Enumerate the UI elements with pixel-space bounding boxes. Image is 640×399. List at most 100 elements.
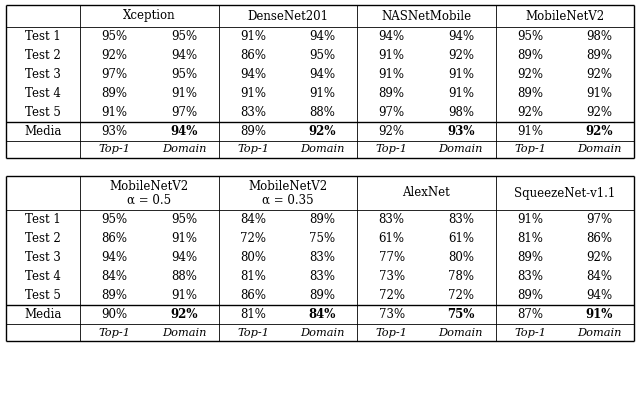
Text: 91%: 91% [517, 125, 543, 138]
Text: 83%: 83% [448, 213, 474, 226]
Text: 94%: 94% [586, 289, 612, 302]
Text: 83%: 83% [309, 270, 335, 283]
Text: 86%: 86% [240, 289, 266, 302]
Text: Domain: Domain [438, 328, 483, 338]
Text: 87%: 87% [517, 308, 543, 321]
Text: 83%: 83% [379, 213, 404, 226]
Text: Test 1: Test 1 [25, 30, 61, 43]
Text: 91%: 91% [171, 289, 197, 302]
Text: 97%: 97% [586, 213, 612, 226]
Text: 84%: 84% [240, 213, 266, 226]
Text: AlexNet: AlexNet [403, 186, 450, 200]
Text: 80%: 80% [448, 251, 474, 264]
Text: MobileNetV2: MobileNetV2 [110, 180, 189, 193]
Text: 95%: 95% [102, 30, 128, 43]
Text: 77%: 77% [379, 251, 404, 264]
Text: 92%: 92% [517, 106, 543, 119]
Text: 94%: 94% [379, 30, 404, 43]
Text: 75%: 75% [447, 308, 475, 321]
Text: 91%: 91% [240, 30, 266, 43]
Text: Top-1: Top-1 [99, 328, 131, 338]
Text: 84%: 84% [308, 308, 336, 321]
Text: 91%: 91% [171, 87, 197, 100]
Text: 92%: 92% [517, 68, 543, 81]
Text: 97%: 97% [102, 68, 128, 81]
Text: Domain: Domain [162, 144, 206, 154]
Text: 83%: 83% [517, 270, 543, 283]
Text: Test 4: Test 4 [25, 270, 61, 283]
Text: 91%: 91% [448, 87, 474, 100]
Text: 94%: 94% [240, 68, 266, 81]
Text: Domain: Domain [577, 144, 621, 154]
Text: 91%: 91% [448, 68, 474, 81]
Text: 78%: 78% [448, 270, 474, 283]
Text: Domain: Domain [300, 144, 345, 154]
Text: Top-1: Top-1 [237, 144, 269, 154]
Text: Test 2: Test 2 [25, 49, 61, 62]
Text: 92%: 92% [448, 49, 474, 62]
Text: 92%: 92% [379, 125, 404, 138]
Text: Test 5: Test 5 [25, 106, 61, 119]
Text: 92%: 92% [586, 68, 612, 81]
Text: 93%: 93% [447, 125, 475, 138]
Text: Domain: Domain [577, 328, 621, 338]
Text: 92%: 92% [102, 49, 128, 62]
Text: 98%: 98% [448, 106, 474, 119]
Text: Test 4: Test 4 [25, 87, 61, 100]
Text: 92%: 92% [586, 125, 613, 138]
Text: Top-1: Top-1 [514, 328, 546, 338]
Text: 61%: 61% [379, 232, 404, 245]
Text: 91%: 91% [517, 213, 543, 226]
Text: 80%: 80% [240, 251, 266, 264]
Text: MobileNetV2: MobileNetV2 [248, 180, 328, 193]
Text: 94%: 94% [309, 68, 335, 81]
Text: 95%: 95% [102, 213, 128, 226]
Text: 91%: 91% [379, 49, 404, 62]
Text: Test 3: Test 3 [25, 251, 61, 264]
Text: 97%: 97% [379, 106, 404, 119]
Text: 89%: 89% [309, 289, 335, 302]
Text: Top-1: Top-1 [99, 144, 131, 154]
Text: 86%: 86% [586, 232, 612, 245]
Text: 92%: 92% [586, 251, 612, 264]
Text: Media: Media [24, 125, 61, 138]
Text: 94%: 94% [102, 251, 128, 264]
Text: MobileNetV2: MobileNetV2 [525, 10, 604, 22]
Text: 89%: 89% [102, 87, 128, 100]
Text: Top-1: Top-1 [376, 144, 408, 154]
Text: Xception: Xception [123, 10, 175, 22]
Text: 90%: 90% [102, 308, 128, 321]
Text: α = 0.35: α = 0.35 [262, 194, 314, 207]
Text: 95%: 95% [171, 213, 197, 226]
Text: α = 0.5: α = 0.5 [127, 194, 172, 207]
Text: 92%: 92% [586, 106, 612, 119]
Text: Top-1: Top-1 [237, 328, 269, 338]
Text: 86%: 86% [102, 232, 128, 245]
Text: Domain: Domain [300, 328, 345, 338]
Text: 91%: 91% [309, 87, 335, 100]
Text: 89%: 89% [102, 289, 128, 302]
Text: 61%: 61% [448, 232, 474, 245]
Text: 73%: 73% [379, 270, 404, 283]
Text: 72%: 72% [240, 232, 266, 245]
Text: 95%: 95% [171, 30, 197, 43]
Text: 88%: 88% [171, 270, 197, 283]
Text: 97%: 97% [171, 106, 197, 119]
Text: Top-1: Top-1 [514, 144, 546, 154]
Text: 73%: 73% [379, 308, 404, 321]
Text: 95%: 95% [171, 68, 197, 81]
Text: Test 1: Test 1 [25, 213, 61, 226]
Text: 94%: 94% [171, 49, 197, 62]
Text: 91%: 91% [102, 106, 128, 119]
Text: 72%: 72% [448, 289, 474, 302]
Text: 83%: 83% [309, 251, 335, 264]
Text: 98%: 98% [586, 30, 612, 43]
Text: 95%: 95% [309, 49, 335, 62]
Text: 81%: 81% [240, 270, 266, 283]
Text: 75%: 75% [309, 232, 335, 245]
Text: 91%: 91% [240, 87, 266, 100]
Text: Domain: Domain [162, 328, 206, 338]
Text: 89%: 89% [517, 251, 543, 264]
Text: 81%: 81% [240, 308, 266, 321]
Text: 92%: 92% [308, 125, 336, 138]
